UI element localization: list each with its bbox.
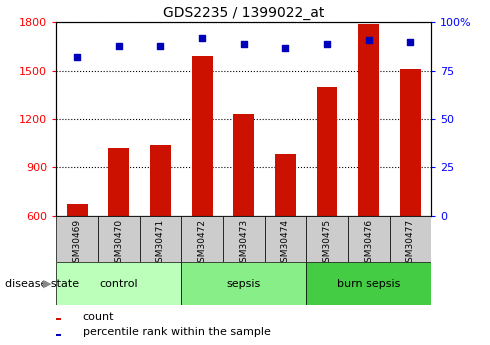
Bar bbox=[56, 318, 61, 320]
Bar bbox=[390, 216, 431, 262]
Bar bbox=[56, 334, 61, 336]
Text: count: count bbox=[83, 313, 114, 322]
Text: percentile rank within the sample: percentile rank within the sample bbox=[83, 327, 270, 337]
Text: GSM30477: GSM30477 bbox=[406, 219, 415, 268]
Bar bbox=[150, 145, 171, 216]
Point bbox=[198, 35, 206, 41]
Bar bbox=[108, 148, 129, 216]
Bar bbox=[223, 216, 265, 262]
Point bbox=[365, 37, 372, 42]
Point bbox=[73, 55, 81, 60]
Text: GSM30474: GSM30474 bbox=[281, 219, 290, 268]
Bar bbox=[98, 216, 140, 262]
Text: burn sepsis: burn sepsis bbox=[337, 279, 400, 289]
Point bbox=[281, 45, 289, 50]
Bar bbox=[181, 216, 223, 262]
Bar bbox=[233, 114, 254, 216]
Point bbox=[406, 39, 414, 45]
Text: control: control bbox=[99, 279, 138, 289]
Text: GSM30471: GSM30471 bbox=[156, 219, 165, 268]
Point bbox=[156, 43, 164, 48]
Bar bbox=[317, 87, 338, 216]
Title: GDS2235 / 1399022_at: GDS2235 / 1399022_at bbox=[163, 6, 324, 20]
Text: GSM30473: GSM30473 bbox=[239, 219, 248, 268]
Bar bbox=[181, 262, 306, 305]
Text: GSM30476: GSM30476 bbox=[364, 219, 373, 268]
Text: sepsis: sepsis bbox=[227, 279, 261, 289]
Bar bbox=[306, 262, 431, 305]
Bar bbox=[358, 24, 379, 216]
Bar bbox=[56, 216, 98, 262]
Bar bbox=[275, 155, 296, 216]
Bar bbox=[400, 69, 421, 216]
Bar bbox=[56, 262, 181, 305]
Bar bbox=[306, 216, 348, 262]
Bar bbox=[140, 216, 181, 262]
Bar bbox=[348, 216, 390, 262]
Text: ▶: ▶ bbox=[43, 279, 51, 289]
Bar bbox=[67, 204, 88, 216]
Point bbox=[323, 41, 331, 47]
Bar bbox=[265, 216, 306, 262]
Point bbox=[240, 41, 247, 47]
Bar bbox=[192, 56, 213, 216]
Text: GSM30470: GSM30470 bbox=[114, 219, 123, 268]
Text: disease state: disease state bbox=[5, 279, 79, 289]
Text: GSM30472: GSM30472 bbox=[197, 219, 207, 268]
Text: GSM30469: GSM30469 bbox=[73, 219, 82, 268]
Text: GSM30475: GSM30475 bbox=[322, 219, 332, 268]
Point bbox=[115, 43, 122, 48]
